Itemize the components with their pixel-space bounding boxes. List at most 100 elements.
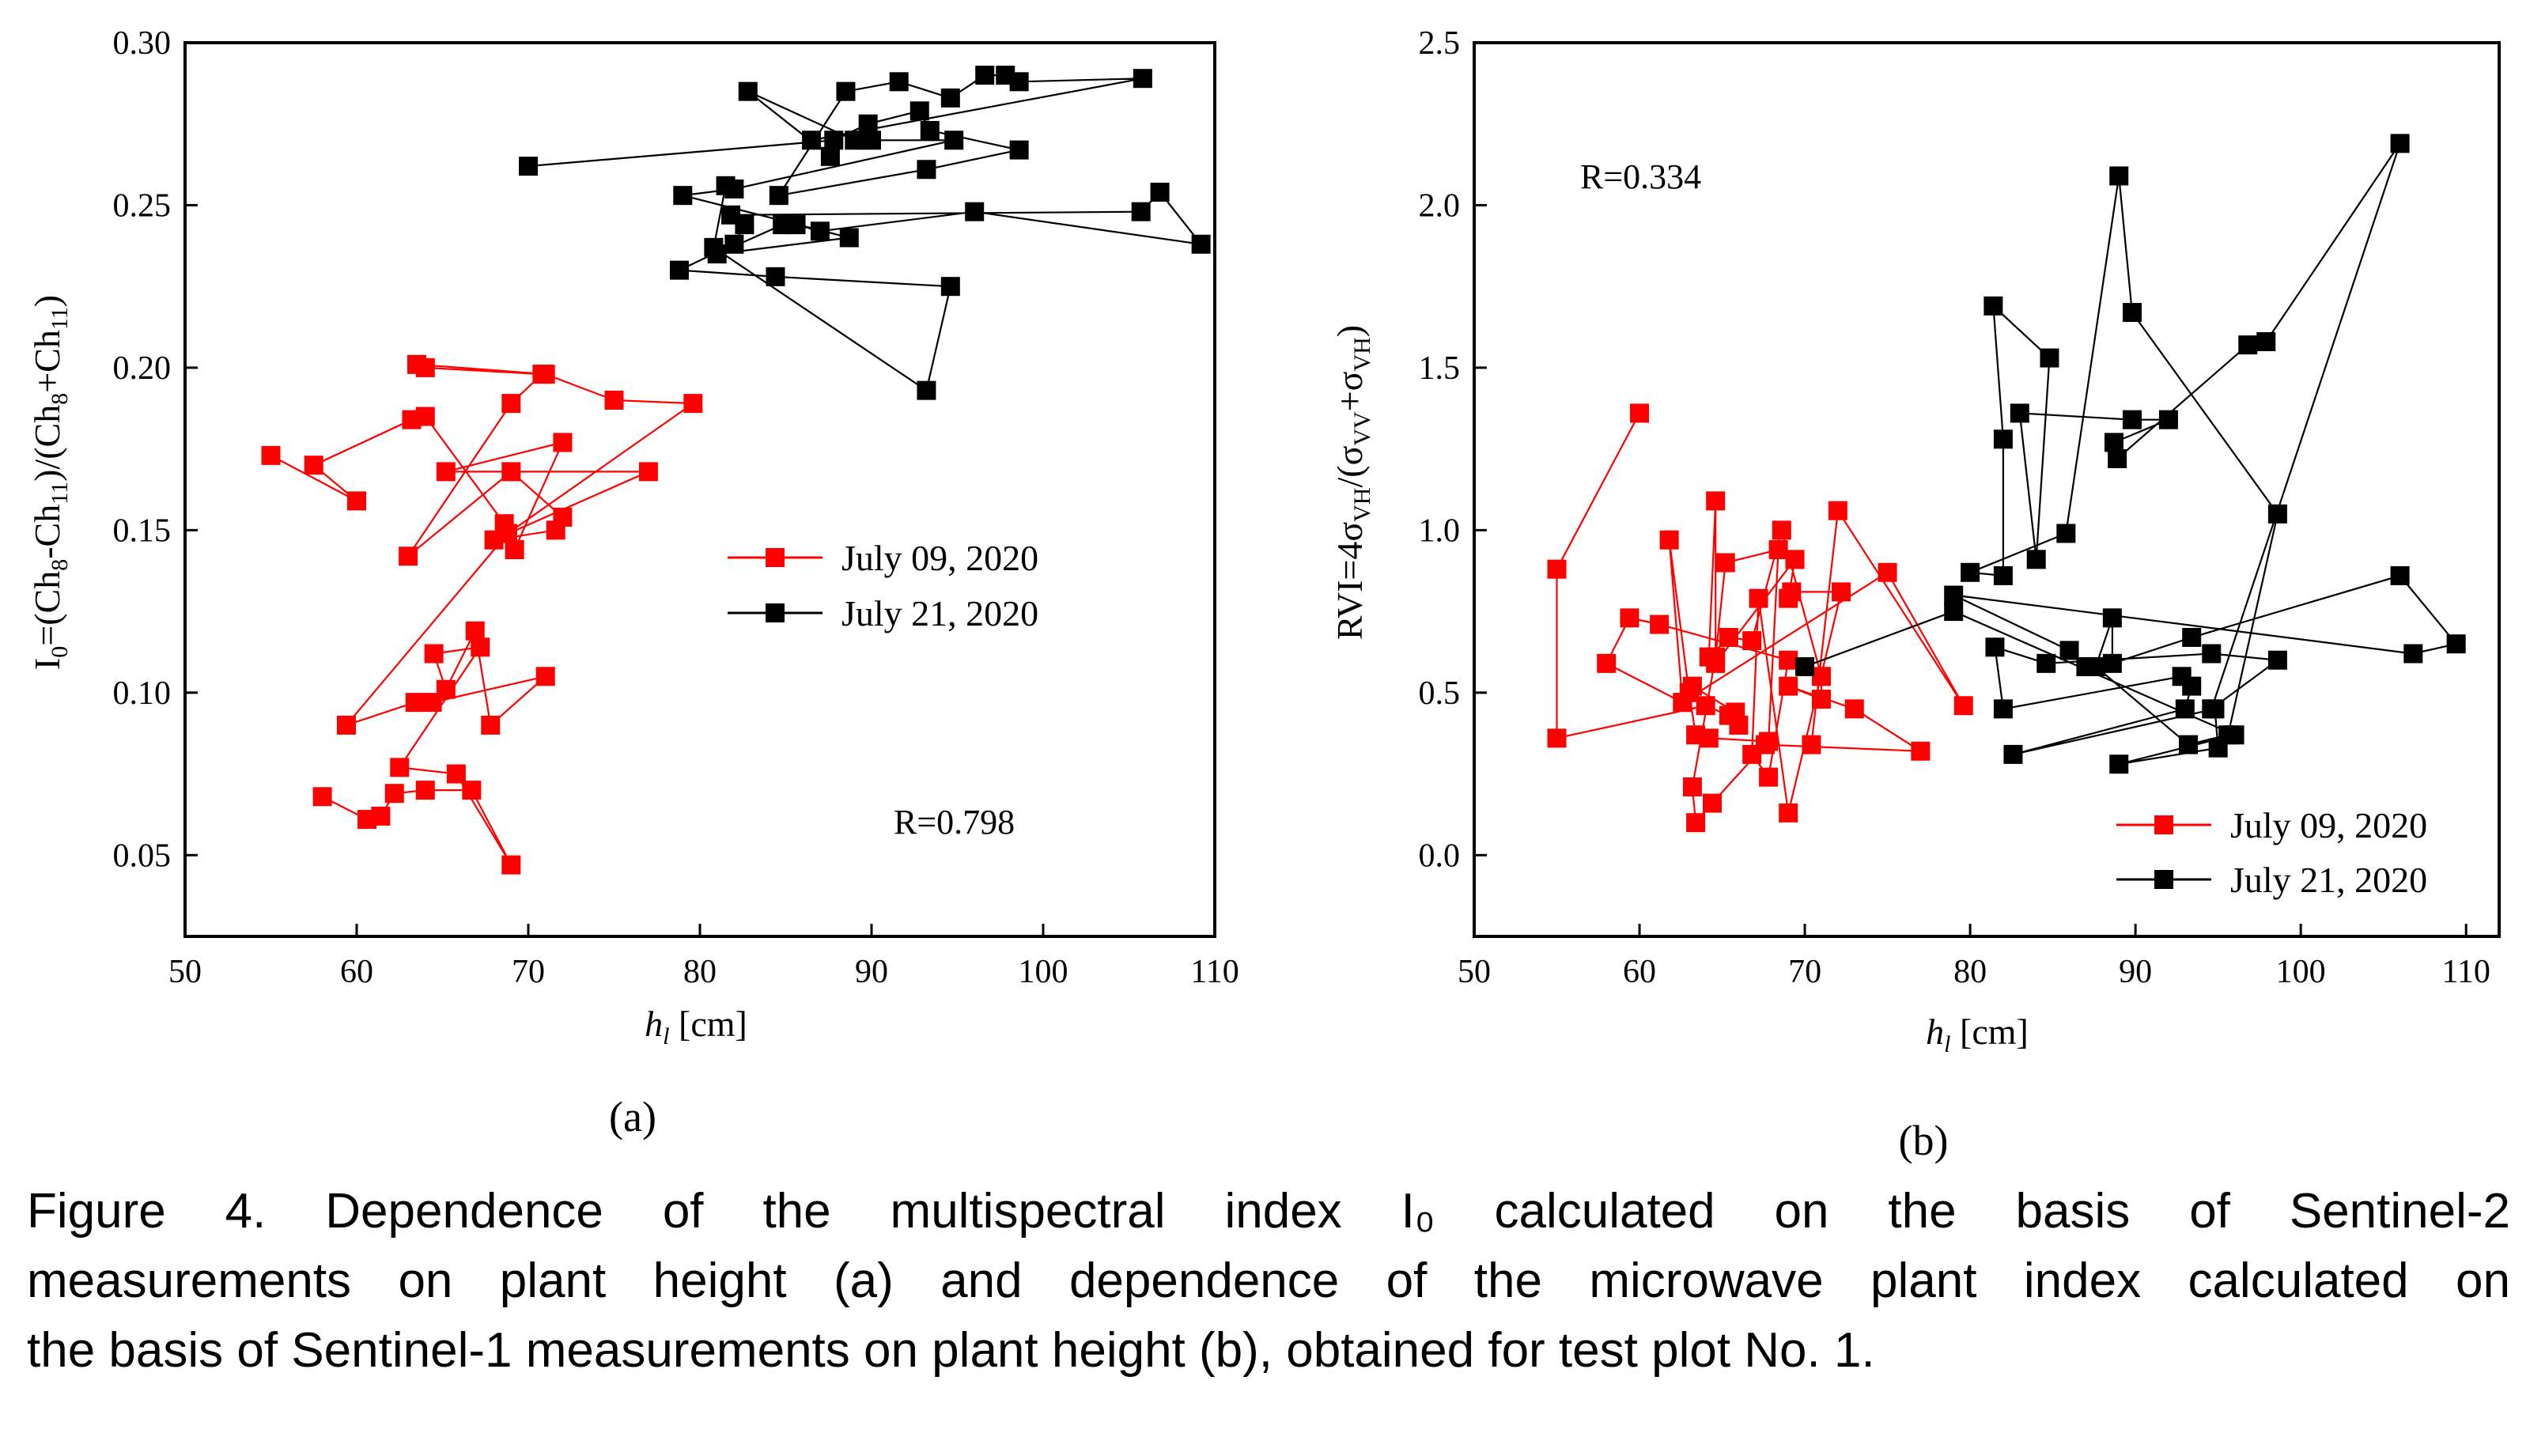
figure-caption: Figure 4. Dependence of the multispectra… [27, 1177, 2510, 1386]
panel-b-data-point [1715, 553, 1735, 573]
panel-b-data-point [2122, 410, 2142, 429]
panel-a-plot-frame [183, 41, 1216, 938]
panel-b-data-point [1759, 767, 1779, 787]
panel-a-data-point [920, 120, 940, 140]
panel-a-data-point [965, 202, 985, 221]
panel-b-data-point [1779, 676, 1798, 696]
panel-a-data-point [357, 810, 377, 830]
panel-a-data-point [415, 407, 435, 426]
panel-b-data-point [1878, 562, 1897, 582]
panel-b-data-point [1742, 744, 1762, 764]
panel-a-data-point [738, 81, 758, 101]
panel-b-series-1 [1547, 403, 1973, 833]
panel-a-data-point [390, 758, 410, 777]
legend-entry-july-09: July 09, 2020 [2116, 805, 2427, 845]
panel-b-data-point [1742, 631, 1762, 651]
legend-marker-black [766, 603, 785, 622]
legend-marker-red [766, 548, 785, 567]
legend-entry-july-09: July 09, 2020 [728, 538, 1038, 578]
panel-a-data-point [704, 237, 724, 257]
panel-a-data-point [501, 394, 521, 414]
legend-label-july-21: July 21, 2020 [2230, 860, 2427, 900]
panel-a-r-annotation: R=0.798 [894, 803, 1015, 841]
panel-a-series-2 [519, 66, 1211, 400]
panel-b-data-point [1795, 656, 1815, 676]
panel-b-data-point [2218, 725, 2238, 745]
panel-a-data-point [505, 540, 524, 560]
panel-b-data-point [2059, 641, 2079, 660]
panel-a-y-axis-title: I0=(Ch8-Ch11)/(Ch8+Ch11) [27, 295, 73, 670]
panel-b-data-point [2202, 699, 2222, 719]
panel-b-data-point [2175, 699, 2195, 719]
panel-b-data-point [1782, 582, 1802, 602]
panel-b-data-point [1944, 602, 1964, 622]
panel-a-legend: July 09, 2020 July 21, 2020 [728, 538, 1038, 633]
panel-b-y-tick-label: 2.0 [1419, 187, 1461, 224]
panel-a-data-point [1191, 234, 1211, 254]
panel-a-x-axis-title: hl [cm] [645, 1004, 747, 1049]
panel-a-series-line [270, 363, 696, 866]
panel-b-x-tick-label: 110 [2441, 954, 2490, 990]
panel-a-x-tick-label: 110 [1190, 954, 1239, 990]
panel-b-data-point [1953, 696, 1973, 716]
panel-a-data-point [424, 644, 444, 664]
panel-b-data-point [2267, 504, 2287, 524]
panel-b-data-point [1703, 793, 1723, 813]
caption-line-3: the basis of Sentinel-1 measurements on … [27, 1323, 1875, 1378]
legend-marker-red [2154, 815, 2173, 834]
panel-a-series [261, 66, 1211, 875]
panel-a-data-point [384, 784, 404, 804]
panel-a-data-point [889, 72, 909, 92]
panel-b-data-point [2108, 448, 2127, 468]
panel-a-data-point [446, 764, 466, 784]
panel-a-data-point [845, 130, 864, 150]
panel-b-data-point [2179, 735, 2199, 754]
panel-a-data-point [553, 433, 573, 452]
panel-a-data-point [415, 781, 435, 800]
panel-b-data-point [2172, 667, 2192, 686]
panel-a-data-point [858, 114, 878, 134]
panel-b-data-point [1696, 696, 1715, 716]
panel-a-data-point [436, 679, 456, 699]
panel-b-data-point [1811, 667, 1831, 686]
panel-b-data-point [1706, 653, 1726, 673]
panel-a-data-point [735, 215, 754, 235]
panel-b-x-tick-label: 90 [2119, 954, 2152, 990]
legend-label-july-09: July 09, 2020 [2230, 805, 2427, 845]
panel-b-data-point [2076, 656, 2096, 676]
panel-b-data-point [1686, 813, 1706, 833]
panel-b-data-point [2104, 433, 2123, 452]
panel-a-data-point [497, 524, 517, 543]
panel-b-data-point [1993, 565, 2013, 585]
panel-a-data-point [604, 391, 624, 410]
panel-a-data-point [810, 221, 830, 241]
panel-a-data-point [347, 491, 366, 511]
panel-b-data-point [1985, 637, 2005, 657]
panel-b-series-2 [1795, 134, 2466, 774]
panel-a-data-point [1150, 183, 1170, 202]
panel-a-y-tick-label: 0.15 [113, 512, 172, 549]
panel-a-y-tick-label: 0.05 [113, 838, 172, 874]
panel-b-data-point [2109, 166, 2129, 186]
legend-entry-july-21: July 21, 2020 [728, 593, 1038, 633]
panel-b-data-point [1682, 777, 1702, 796]
panel-a-x-tick-label: 70 [512, 954, 545, 990]
panel-a-data-point [501, 462, 521, 482]
panel-a-data-point [501, 855, 521, 875]
panel-a-data-point [465, 621, 485, 641]
panel-a-x-tick-label: 100 [1019, 954, 1068, 990]
panel-b-data-point [2026, 550, 2046, 569]
panel-a-data-point [940, 277, 960, 297]
panel-b-data-point [1630, 403, 1650, 423]
panel-a-series-1 [261, 354, 703, 875]
panel-b-data-point [1659, 530, 1679, 550]
panel-a-x-tick-label: 90 [855, 954, 888, 990]
panel-b-y-tick-label: 0.0 [1419, 838, 1461, 874]
panel-b-data-point [1779, 650, 1798, 670]
panel-a-x-tick-label: 80 [683, 954, 717, 990]
panel-b-x-tick-label: 50 [1458, 954, 1491, 990]
panel-b-data-point [1699, 728, 1719, 748]
panel-b-y-tick-label: 0.5 [1419, 675, 1461, 712]
panel-a-data-point [638, 462, 658, 482]
